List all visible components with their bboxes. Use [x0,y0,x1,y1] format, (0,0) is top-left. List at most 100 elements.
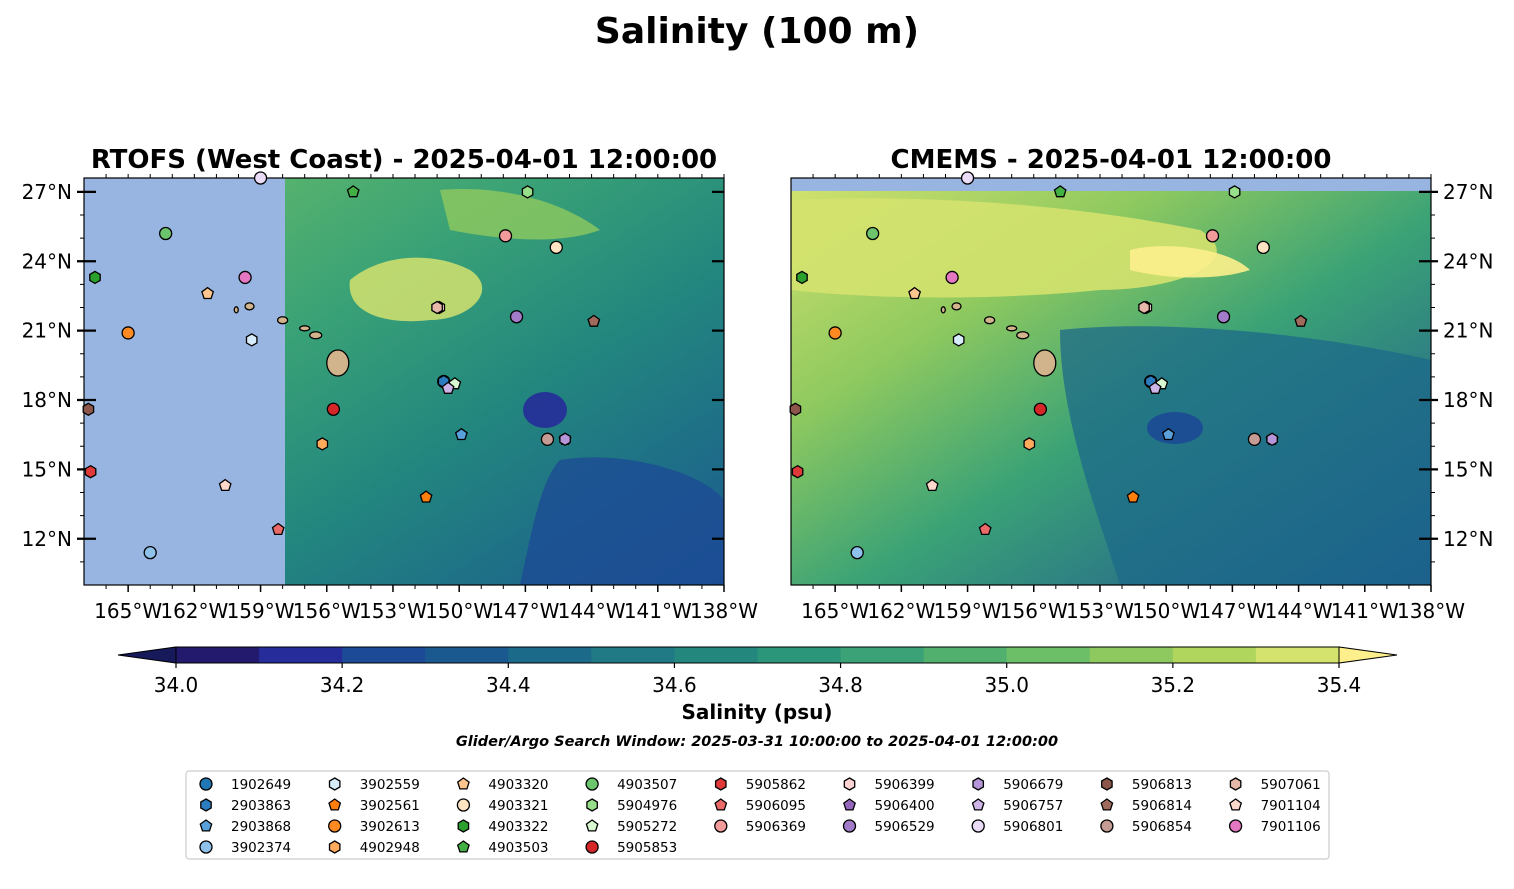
island-molokai [1006,325,1018,332]
colorbar-segment [176,647,260,663]
x-tick-label: 141°W [1331,599,1399,623]
x-tick-label: 159°W [227,599,295,623]
float-marker-4903320 [201,286,215,300]
panel-rtofs: RTOFS (West Coast) - 2025-04-01 12:00:00… [22,145,759,623]
panel-cmems: CMEMS - 2025-04-01 12:00:00 165°W162°W15… [789,145,1493,623]
float-marker-7901104 [218,478,232,492]
colorbar-segment [342,647,426,663]
float-marker-4903503 [346,185,360,198]
colorbar-segment [757,647,842,663]
legend-label: 1902649 [231,777,291,793]
legend-label: 5907061 [1261,777,1321,793]
legend-label: 5904976 [617,798,677,814]
float-marker-5906813 [82,402,95,417]
colorbar-segment [425,647,509,663]
legend-label: 4903321 [488,798,548,814]
salinity-high-patch-rtofs-2 [440,189,600,240]
float-marker-4903322 [89,270,101,285]
axes-frame-cmems [790,177,1432,586]
legend-label: 2903863 [231,798,291,814]
legend-marker-5906801 [971,819,985,833]
panel-title-rtofs: RTOFS (West Coast) - 2025-04-01 12:00:00 [91,145,717,175]
x-tick-label: 141°W [624,599,692,623]
island-oahu [276,316,289,325]
legend-label: 3902559 [360,777,420,793]
legend-label: 5906529 [875,819,935,835]
float-marker-5907061 [1138,300,1150,315]
float-marker-4902948 [1023,437,1036,451]
colorbar-tick-label: 35.0 [984,673,1029,697]
salinity-high-patch-cmems-2 [1130,246,1250,278]
legend-marker-7901104 [1229,798,1243,811]
legend-marker-5905853 [585,840,599,854]
y-tick-label: 24°N [1443,249,1493,273]
floats-cmems [789,171,1308,560]
island-kauai [244,302,255,311]
salinity-low-patch-cmems [1060,326,1431,585]
legend-marker-5906399 [843,777,856,791]
legend-label: 5906814 [1132,798,1192,814]
float-marker-5905862 [84,464,97,479]
colorbar-segment [1172,647,1257,663]
legend-label: 5906095 [746,798,806,814]
legend-marker-4903507 [585,777,599,791]
float-marker-5906095 [271,522,285,536]
float-marker-5905862 [791,464,804,479]
float-marker-3902559 [952,333,965,347]
colorbar: 34.0 34.2 34.4 34.6 34.8 35.0 35.2 35.4 [117,646,1398,697]
legend-label: 4903320 [488,777,548,793]
float-marker-4903322 [796,270,808,285]
x-tick-label: 150°W [425,599,493,623]
island-maui [309,331,323,340]
x-tick-label: 162°W [867,599,935,623]
legend-label: 5906813 [1132,777,1192,793]
float-marker-3902613 [828,326,842,340]
x-tick-label: 153°W [359,599,427,623]
legend-marker-3902561 [328,798,342,811]
float-marker-5906529 [1216,310,1231,324]
floats-rtofs [82,171,601,560]
float-marker-5906679 [559,432,571,447]
ticks-cmems: 165°W162°W159°W156°W153°W150°W147°W144°W… [801,174,1493,623]
island-kauai [951,302,962,311]
legend-label: 5905862 [746,777,806,793]
colorbar-extend-high [1338,646,1398,664]
x-tick-label: 147°W [491,599,559,623]
float-marker-7901106 [945,270,959,285]
panel-title-cmems: CMEMS - 2025-04-01 12:00:00 [891,145,1332,175]
legend-marker-5906529 [842,819,857,833]
float-marker-3902374 [850,545,864,560]
float-marker-5906854 [540,432,555,446]
legend-marker-5905862 [714,777,727,791]
x-tick-label: 156°W [293,599,361,623]
legend-marker-3902559 [328,777,341,791]
float-marker-4903503 [1053,185,1067,198]
legend-marker-4903322 [457,819,470,833]
legend-label: 3902613 [360,819,420,835]
float-marker-5905853 [326,402,341,416]
legend-marker-5906369 [714,819,728,833]
float-marker-3902613 [121,326,135,340]
float-marker-5906814 [1294,314,1308,327]
figure-title: Salinity (100 m) [595,11,919,52]
float-marker-5906801 [253,171,268,185]
colorbar-segment [674,647,758,663]
y-tick-label: 21°N [1443,319,1493,343]
float-marker-5904976 [1228,185,1241,199]
legend-label: 4903322 [488,819,548,835]
x-tick-label: 159°W [934,599,1002,623]
legend-label: 7901104 [1261,798,1321,814]
float-marker-5906813 [789,402,802,417]
ticks-rtofs: 165°W162°W159°W156°W153°W150°W147°W144°W… [22,174,758,623]
float-marker-4903320 [908,286,922,300]
x-tick-label: 144°W [558,599,626,623]
x-tick-label: 150°W [1132,599,1200,623]
y-tick-label: 15°N [1443,457,1493,481]
float-marker-7901104 [925,478,939,492]
float-marker-3902561 [419,490,433,503]
y-tick-label: 18°N [22,388,72,412]
float-marker-5907061 [431,300,443,315]
colorbar-segment [1006,647,1091,663]
colorbar-frame [175,646,1340,664]
